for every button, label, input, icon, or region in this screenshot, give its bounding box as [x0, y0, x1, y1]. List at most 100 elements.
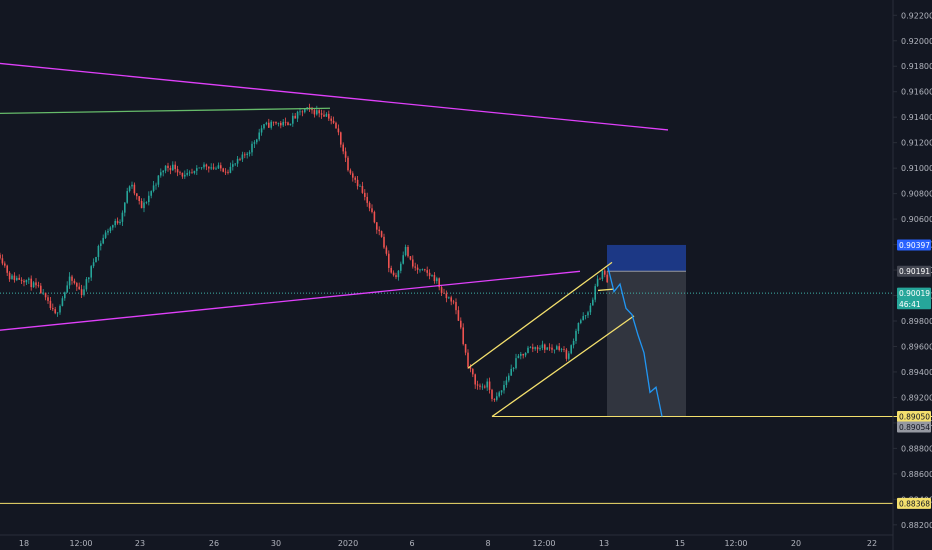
candle-body	[328, 113, 330, 119]
candle-body	[251, 143, 253, 153]
candle-body	[524, 352, 527, 356]
plot-area[interactable]	[0, 62, 932, 504]
candle-body	[452, 301, 455, 303]
candle-body	[205, 164, 208, 167]
candle-body	[395, 275, 397, 278]
y-tick-label: 0.91400	[901, 113, 932, 122]
projection-path[interactable]	[607, 267, 663, 417]
candle-body	[97, 246, 100, 257]
candle-body	[599, 278, 601, 280]
candle-body	[371, 208, 373, 212]
candle-body	[37, 285, 40, 287]
candle-body	[426, 270, 428, 273]
candle-body	[436, 278, 438, 282]
candle-body	[32, 282, 35, 288]
candle-body	[270, 121, 272, 128]
candle-body	[498, 392, 500, 397]
x-tick-label: 12:00	[532, 539, 555, 548]
candle-body	[143, 202, 145, 209]
candle-body	[548, 347, 551, 349]
x-tick-label: 30	[271, 539, 281, 548]
candle-body	[71, 276, 73, 281]
candle-body	[589, 305, 592, 313]
candle-body	[368, 202, 371, 209]
x-tick-label: 12:00	[69, 539, 92, 548]
x-tick-label: 20	[791, 539, 801, 548]
candle-body	[217, 165, 220, 169]
candle-body	[479, 385, 481, 387]
trendline-channel-lower[interactable]	[491, 315, 635, 418]
x-tick-label: 22	[867, 539, 877, 548]
price-tag-bg	[897, 421, 931, 433]
candle-body	[107, 230, 109, 233]
candle-body	[551, 347, 553, 350]
candle-body	[169, 167, 172, 171]
candle-body	[119, 221, 121, 224]
candle-body	[385, 247, 388, 254]
candle-body	[606, 274, 608, 283]
price-tag-label: 0.89050	[899, 413, 930, 422]
candle-body	[604, 270, 606, 275]
candle-body	[512, 368, 515, 369]
candle-body	[179, 172, 181, 174]
candle-body	[472, 369, 474, 375]
y-tick-label: 0.92200	[901, 11, 932, 20]
candle-body	[236, 158, 239, 164]
candle-body	[428, 272, 431, 276]
candle-body	[188, 172, 191, 174]
candle-body	[68, 276, 71, 286]
candle-body	[445, 293, 448, 299]
candle-body	[532, 347, 534, 349]
candle-body	[332, 120, 335, 123]
time-axis[interactable]: 18 12:00 23 26 30 2020 6 8 12:00 13 15 12:00 20 22	[19, 539, 877, 548]
candle-body	[145, 202, 148, 203]
position-target-zone[interactable]	[607, 271, 686, 417]
candle-body	[568, 353, 570, 359]
candle-body	[234, 163, 236, 165]
candle-body	[378, 229, 380, 232]
position-stop-zone[interactable]	[607, 244, 686, 272]
candle-body	[496, 396, 498, 400]
price-tag-label: 0.88368	[899, 499, 930, 508]
candle-body	[373, 211, 376, 223]
price-tags: 0.90397 0.90191 0.90019 46:41 0.890500.89054…	[897, 239, 931, 509]
candle-body	[162, 170, 164, 173]
candle-body	[64, 292, 66, 299]
candle-body	[59, 305, 61, 313]
candle-body	[167, 165, 169, 168]
candle-body	[292, 115, 294, 124]
candle-body	[510, 368, 512, 376]
candle-body	[116, 220, 119, 224]
candle-body	[407, 246, 409, 257]
trendline-horizontal[interactable]	[0, 107, 331, 115]
candle-body	[467, 352, 469, 368]
candle-body	[176, 169, 179, 173]
candle-body	[109, 227, 112, 231]
candle-body	[536, 347, 539, 350]
price-tag-bg	[897, 265, 931, 277]
candle-body	[265, 122, 268, 125]
candle-body	[553, 349, 556, 351]
trendline-resistance[interactable]	[0, 62, 669, 131]
trendline-channel-mid[interactable]	[597, 288, 615, 292]
candle-body	[601, 270, 604, 280]
candle-body	[92, 262, 95, 267]
candle-body	[35, 282, 37, 286]
candle-body	[462, 327, 464, 345]
candle-body	[491, 389, 493, 399]
candle-body	[13, 275, 16, 281]
price-tag-bg	[897, 411, 931, 423]
trendline-support[interactable]	[0, 270, 581, 331]
candle-body	[440, 287, 443, 293]
trendline-channel-upper[interactable]	[467, 261, 613, 369]
y-tick-label: 0.89800	[901, 317, 932, 326]
candle-body	[85, 279, 88, 290]
candle-body	[76, 283, 78, 287]
candle-body	[18, 277, 20, 280]
candle-body	[220, 165, 222, 169]
candle-body	[229, 166, 232, 173]
candle-body	[49, 300, 52, 309]
candle-body	[1, 258, 4, 264]
candle-body	[23, 280, 25, 283]
